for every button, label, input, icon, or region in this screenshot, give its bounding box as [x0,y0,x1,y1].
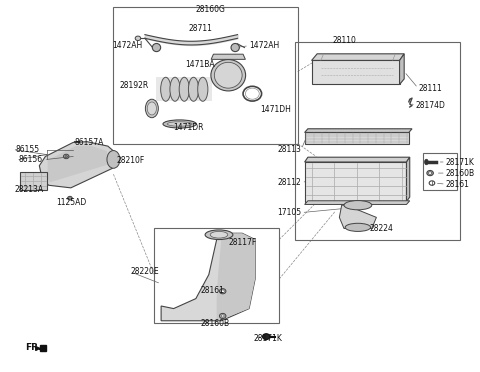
Text: 86157A: 86157A [74,138,104,147]
Ellipse shape [63,154,69,159]
Ellipse shape [189,77,199,101]
Polygon shape [407,157,410,202]
Polygon shape [305,132,409,144]
Ellipse shape [170,77,180,101]
Ellipse shape [167,122,192,126]
Ellipse shape [107,151,120,168]
Text: 1472AH: 1472AH [249,41,279,50]
Text: 28192R: 28192R [120,81,149,90]
Text: 28174D: 28174D [416,101,445,110]
Text: 86155: 86155 [15,145,39,154]
Ellipse shape [344,201,372,210]
Ellipse shape [429,172,432,174]
Text: 86156: 86156 [19,155,43,164]
Text: 28160B: 28160B [201,319,229,328]
Polygon shape [211,54,245,60]
Text: 28160B: 28160B [446,169,475,177]
Text: 28113: 28113 [277,145,301,154]
Ellipse shape [263,334,270,340]
Ellipse shape [152,44,161,52]
Ellipse shape [221,290,224,292]
Polygon shape [305,162,407,202]
Polygon shape [399,54,404,84]
Text: 1471BA: 1471BA [186,60,216,68]
Text: 28171K: 28171K [446,157,475,167]
Ellipse shape [210,231,228,238]
Polygon shape [48,145,108,182]
Ellipse shape [147,102,156,115]
Ellipse shape [231,44,240,52]
Ellipse shape [161,77,171,101]
Text: 1125AD: 1125AD [56,198,86,207]
Text: 28224: 28224 [370,224,393,233]
Text: 28112: 28112 [277,178,301,187]
Polygon shape [339,205,376,228]
Text: 28111: 28111 [418,84,442,93]
Polygon shape [216,233,255,320]
Ellipse shape [135,36,141,41]
Polygon shape [20,172,47,190]
Text: 1471DR: 1471DR [174,123,204,132]
Text: 28110: 28110 [332,36,356,45]
Polygon shape [305,201,410,205]
Polygon shape [39,142,113,188]
Text: 28161: 28161 [201,286,224,295]
Ellipse shape [221,315,224,317]
Text: 28161: 28161 [446,180,470,189]
Ellipse shape [163,120,196,128]
Polygon shape [161,233,255,321]
Polygon shape [312,54,404,61]
Text: 17105: 17105 [277,208,301,217]
Text: 1472AH: 1472AH [112,41,143,50]
Bar [154,228,279,323]
Ellipse shape [345,223,371,231]
Ellipse shape [427,170,433,176]
Text: 28213A: 28213A [14,185,44,194]
Bar [295,42,460,240]
Text: 28171K: 28171K [254,334,283,343]
Ellipse shape [198,77,208,101]
Ellipse shape [215,62,242,88]
Polygon shape [305,157,410,162]
Ellipse shape [219,313,226,318]
Ellipse shape [68,196,72,200]
Ellipse shape [205,230,233,240]
Ellipse shape [211,60,246,91]
Text: 1471DH: 1471DH [261,105,291,114]
Text: 28220E: 28220E [130,267,159,276]
Text: 28117F: 28117F [228,238,256,247]
Ellipse shape [65,155,67,157]
Text: 28210F: 28210F [116,155,144,165]
Bar [112,7,298,144]
Text: FR.: FR. [25,343,42,352]
Ellipse shape [145,99,158,118]
Ellipse shape [424,159,428,165]
Polygon shape [305,129,412,132]
Bar [423,153,457,190]
Ellipse shape [219,289,226,294]
Polygon shape [312,61,399,84]
Polygon shape [156,77,212,101]
Text: 28160G: 28160G [196,5,226,14]
Text: 28711: 28711 [189,24,213,33]
Ellipse shape [179,77,189,101]
